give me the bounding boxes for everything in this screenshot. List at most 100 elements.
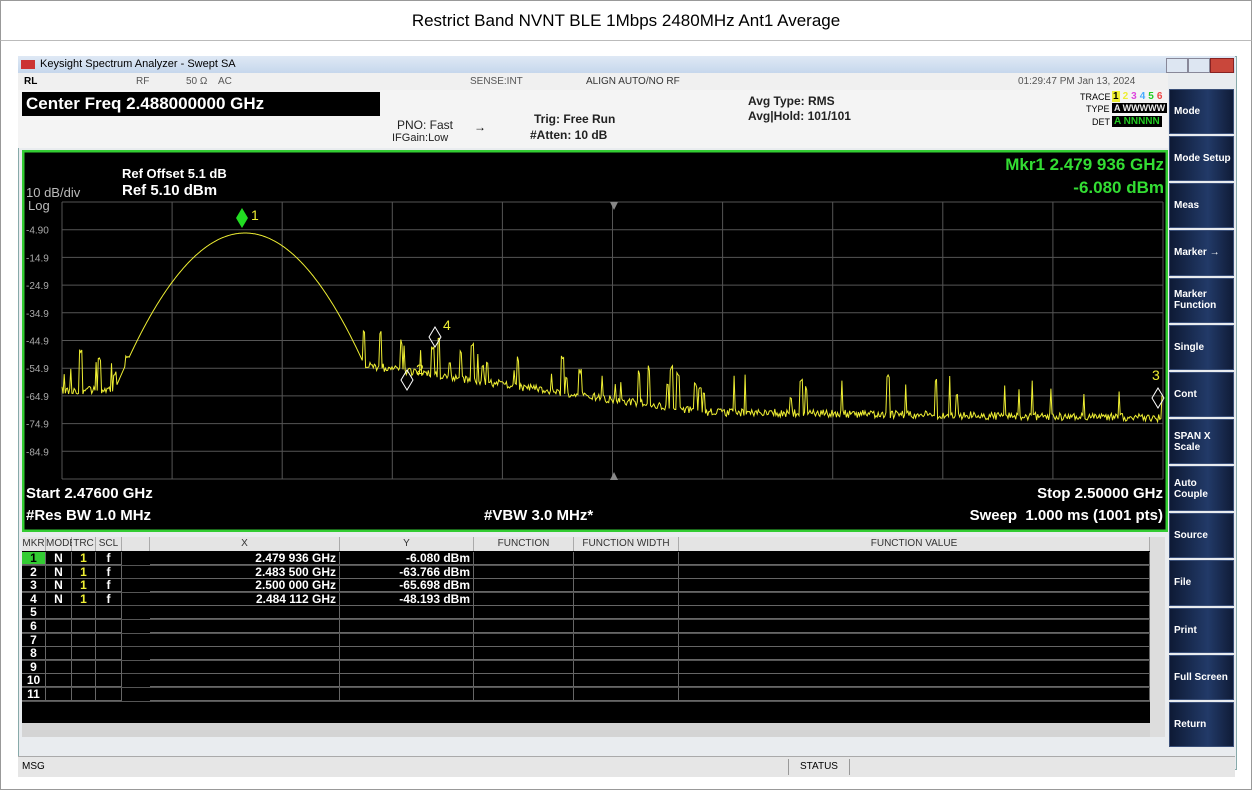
empty-cell: [474, 606, 574, 620]
row-line: [22, 700, 1150, 702]
empty-cell: [340, 647, 474, 661]
y-tick-label: -54.9: [26, 364, 49, 375]
softkey[interactable]: Single: [1169, 324, 1234, 370]
empty-cell: [72, 633, 96, 647]
column-header: TRC: [72, 537, 96, 551]
row-line: [22, 564, 1150, 566]
y-tick-label: -14.9: [26, 253, 49, 264]
empty-cell: [72, 620, 96, 633]
rf: RF: [136, 76, 150, 87]
close-button[interactable]: [1210, 58, 1234, 73]
empty-cell: [96, 633, 122, 647]
softkey[interactable]: Marker →: [1169, 230, 1234, 276]
empty-cell: [72, 647, 96, 661]
empty-cell: [96, 674, 122, 688]
empty-cell: [574, 552, 679, 565]
table-cell: 8: [22, 647, 46, 661]
column-header: MKR: [22, 537, 46, 551]
empty-cell: [574, 688, 679, 701]
marker-4-label: 4: [443, 317, 451, 333]
table-cell: -6.080 dBm: [340, 552, 474, 565]
vertical-scrollbar[interactable]: [1150, 537, 1165, 737]
empty-cell: [474, 620, 574, 633]
softkey[interactable]: Full Screen: [1169, 654, 1234, 700]
empty-cell: [340, 606, 474, 620]
marker-3: [1151, 387, 1165, 409]
settings-row: Center Freq 2.488000000 GHz PNO: Fast IF…: [18, 90, 1168, 148]
scale: 10 dB/div: [26, 185, 81, 200]
table-cell: 2.483 500 GHz: [150, 565, 340, 579]
table-cell: N: [46, 552, 72, 565]
horizontal-scrollbar[interactable]: [22, 723, 1150, 737]
vbw: #VBW 3.0 MHz*: [484, 507, 593, 524]
softkey[interactable]: Meas: [1169, 183, 1234, 229]
report-title: Restrict Band NVNT BLE 1Mbps 2480MHz Ant…: [0, 0, 1252, 41]
empty-cell: [72, 674, 96, 688]
softkey[interactable]: Marker Function: [1169, 277, 1234, 323]
empty-cell: [340, 620, 474, 633]
empty-cell: [474, 552, 574, 565]
center-marker-top: [610, 202, 618, 210]
table-cell: -65.698 dBm: [340, 579, 474, 593]
softkey[interactable]: Auto Couple: [1169, 466, 1234, 512]
softkey[interactable]: Print: [1169, 607, 1234, 653]
ifgain: IFGain:Low: [392, 132, 449, 144]
marker-4: [428, 326, 442, 348]
empty-cell: [340, 674, 474, 688]
empty-cell: [150, 620, 340, 633]
empty-cell: [474, 579, 574, 593]
trace-number: 3: [1131, 91, 1137, 102]
trace-number: 1: [1112, 91, 1120, 102]
row-line: [22, 619, 1150, 620]
align-status: ALIGN AUTO/NO RF: [586, 76, 680, 87]
empty-cell: [96, 647, 122, 661]
empty-cell: [150, 647, 340, 661]
empty-cell: [96, 688, 122, 701]
empty-cell: [574, 620, 679, 633]
trace-number: 6: [1156, 91, 1163, 102]
y-tick-label: -84.9: [26, 447, 49, 458]
table-cell: f: [96, 592, 122, 606]
empty-cell: [46, 674, 72, 688]
table-cell: -63.766 dBm: [340, 565, 474, 579]
table-cell: N: [46, 592, 72, 606]
softkey-panel: Mode Mode Setup Meas Marker → Marker Functio…: [1168, 88, 1235, 748]
empty-cell: [574, 660, 679, 674]
softkey[interactable]: Source: [1169, 513, 1234, 559]
column-header: FUNCTION VALUE: [679, 537, 1150, 551]
row-line: [22, 673, 1150, 675]
y-tick-label: -34.9: [26, 309, 49, 320]
empty-cell: [46, 688, 72, 701]
softkey[interactable]: Mode Setup: [1169, 136, 1234, 182]
impedance: 50 Ω: [186, 76, 208, 87]
table-cell: 6: [22, 620, 46, 633]
type-value: A WWWWW: [1112, 103, 1168, 113]
trigger: Trig: Free Run: [534, 112, 616, 126]
table-cell: f: [96, 579, 122, 593]
empty-cell: [72, 606, 96, 620]
header-cell: [122, 537, 150, 551]
empty-cell: [474, 592, 574, 606]
y-tick-label: -74.9: [26, 420, 49, 431]
minimize-button[interactable]: [1166, 58, 1188, 73]
center-freq: Center Freq 2.488000000 GHz: [22, 92, 380, 116]
softkey[interactable]: SPAN X Scale: [1169, 418, 1234, 465]
empty-cell: [574, 579, 679, 593]
empty-cell: [72, 660, 96, 674]
table-cell: 10: [22, 674, 46, 688]
empty-cell: [340, 660, 474, 674]
marker-value: -6.080 dBm: [1073, 178, 1164, 197]
msg-label: MSG: [22, 761, 45, 772]
softkey[interactable]: Return: [1169, 701, 1234, 747]
softkey[interactable]: Mode: [1169, 89, 1234, 135]
arrow-icon: →: [474, 120, 486, 134]
app-icon: [21, 60, 35, 69]
softkey[interactable]: File: [1169, 560, 1234, 606]
column-header: FUNCTION: [474, 537, 574, 551]
column-header: MODE: [46, 537, 76, 551]
softkey[interactable]: Cont: [1169, 371, 1234, 417]
marker-table: MKR MODE TRC SCL X Y FUNCTION FUNCTION WIDTH FUN…: [22, 537, 1165, 737]
maximize-button[interactable]: [1188, 58, 1210, 73]
empty-cell: [574, 592, 679, 606]
row-line: [22, 605, 1150, 607]
